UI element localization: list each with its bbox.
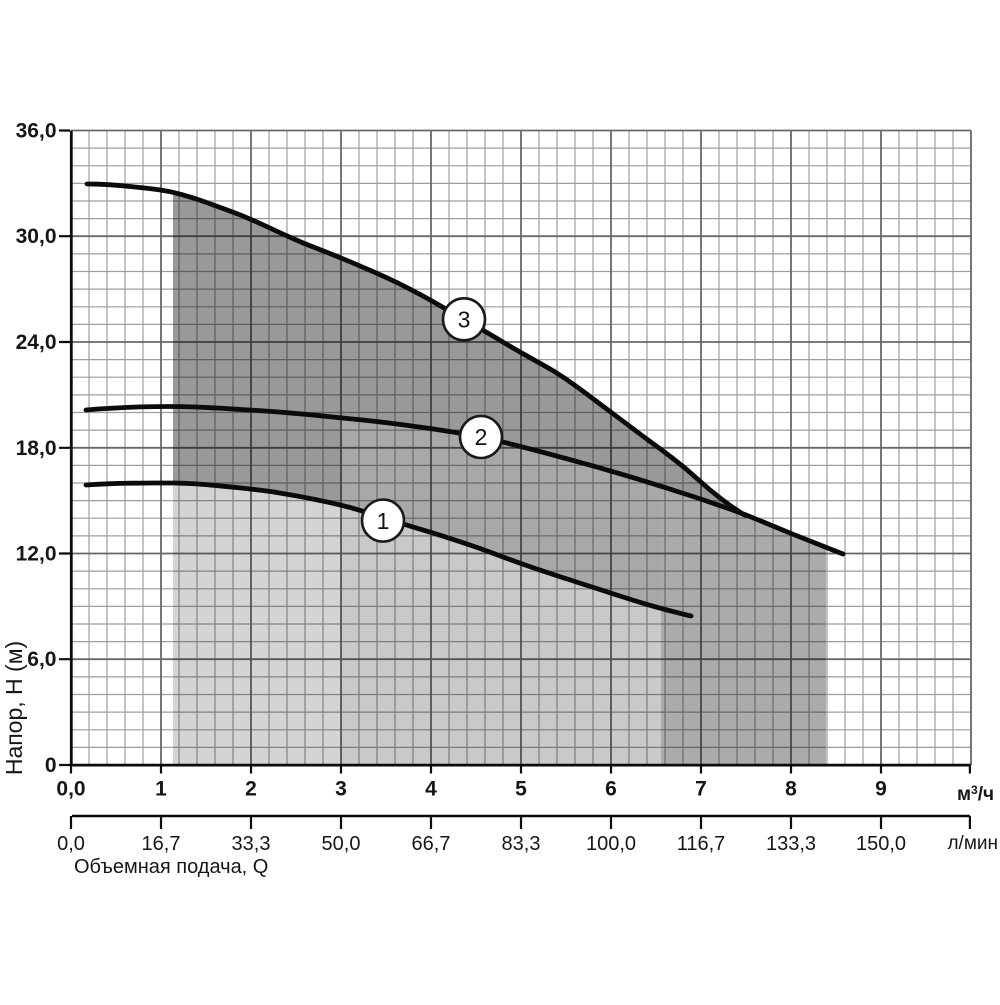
- svg-text:1: 1: [155, 778, 167, 801]
- svg-text:5: 5: [515, 778, 527, 801]
- svg-text:50,0: 50,0: [322, 833, 361, 855]
- svg-text:100,0: 100,0: [586, 833, 636, 855]
- svg-text:Объемная подача, Q: Объемная подача, Q: [74, 856, 268, 878]
- svg-text:0,0: 0,0: [57, 833, 85, 855]
- svg-text:4: 4: [425, 778, 437, 801]
- svg-text:Напор, H (м): Напор, H (м): [1, 641, 27, 775]
- svg-text:2: 2: [475, 424, 488, 450]
- svg-text:16,7: 16,7: [142, 833, 181, 855]
- svg-text:3: 3: [335, 778, 347, 801]
- svg-text:24,0: 24,0: [16, 331, 57, 354]
- svg-text:л/мин: л/мин: [947, 833, 998, 854]
- svg-text:133,3: 133,3: [766, 833, 816, 855]
- svg-text:18,0: 18,0: [16, 437, 57, 460]
- svg-text:0,0: 0,0: [56, 778, 85, 801]
- svg-text:116,7: 116,7: [677, 833, 726, 855]
- svg-text:6: 6: [605, 778, 617, 801]
- svg-text:36,0: 36,0: [16, 120, 57, 143]
- svg-text:2: 2: [245, 778, 257, 801]
- svg-text:30,0: 30,0: [16, 225, 57, 248]
- svg-text:12,0: 12,0: [16, 543, 57, 566]
- svg-text:6,0: 6,0: [27, 648, 56, 671]
- svg-text:м3/ч: м3/ч: [957, 783, 994, 805]
- svg-text:150,0: 150,0: [856, 833, 906, 855]
- svg-text:33,3: 33,3: [232, 833, 271, 855]
- svg-text:66,7: 66,7: [412, 833, 451, 855]
- svg-text:0: 0: [45, 754, 57, 777]
- svg-text:83,3: 83,3: [502, 833, 541, 855]
- svg-text:7: 7: [695, 778, 707, 801]
- svg-text:9: 9: [875, 778, 887, 801]
- svg-text:8: 8: [785, 778, 797, 801]
- svg-text:3: 3: [458, 307, 471, 333]
- svg-text:1: 1: [377, 508, 390, 534]
